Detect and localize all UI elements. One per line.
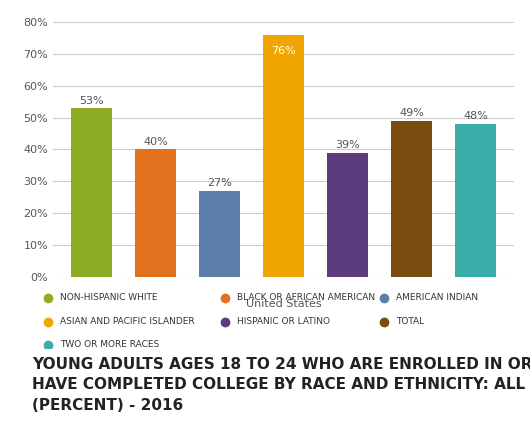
Bar [327, 153, 368, 277]
Text: YOUNG ADULTS AGES 18 TO 24 WHO ARE ENROLLED IN OR
HAVE COMPLETED COLLEGE BY RACE: YOUNG ADULTS AGES 18 TO 24 WHO ARE ENROL… [32, 357, 530, 413]
Text: 40%: 40% [143, 137, 168, 147]
Text: HISPANIC OR LATINO: HISPANIC OR LATINO [237, 317, 330, 326]
Text: 49%: 49% [399, 108, 424, 118]
Bar [199, 191, 240, 277]
Text: 53%: 53% [79, 95, 104, 106]
Text: NON-HISPANIC WHITE: NON-HISPANIC WHITE [60, 293, 157, 302]
Text: United States: United States [246, 299, 321, 309]
Bar [135, 149, 176, 277]
Bar [70, 108, 112, 277]
Bar [391, 121, 432, 277]
Bar [455, 124, 497, 277]
Text: 76%: 76% [271, 46, 296, 56]
Text: 27%: 27% [207, 178, 232, 188]
Bar [263, 35, 304, 277]
Text: 39%: 39% [335, 140, 360, 150]
Text: TWO OR MORE RACES: TWO OR MORE RACES [60, 340, 160, 349]
Text: ASIAN AND PACIFIC ISLANDER: ASIAN AND PACIFIC ISLANDER [60, 317, 195, 326]
Text: BLACK OR AFRICAN AMERICAN: BLACK OR AFRICAN AMERICAN [237, 293, 375, 302]
Text: TOTAL: TOTAL [396, 317, 424, 326]
Text: AMERICAN INDIAN: AMERICAN INDIAN [396, 293, 478, 302]
Text: 48%: 48% [463, 112, 488, 121]
